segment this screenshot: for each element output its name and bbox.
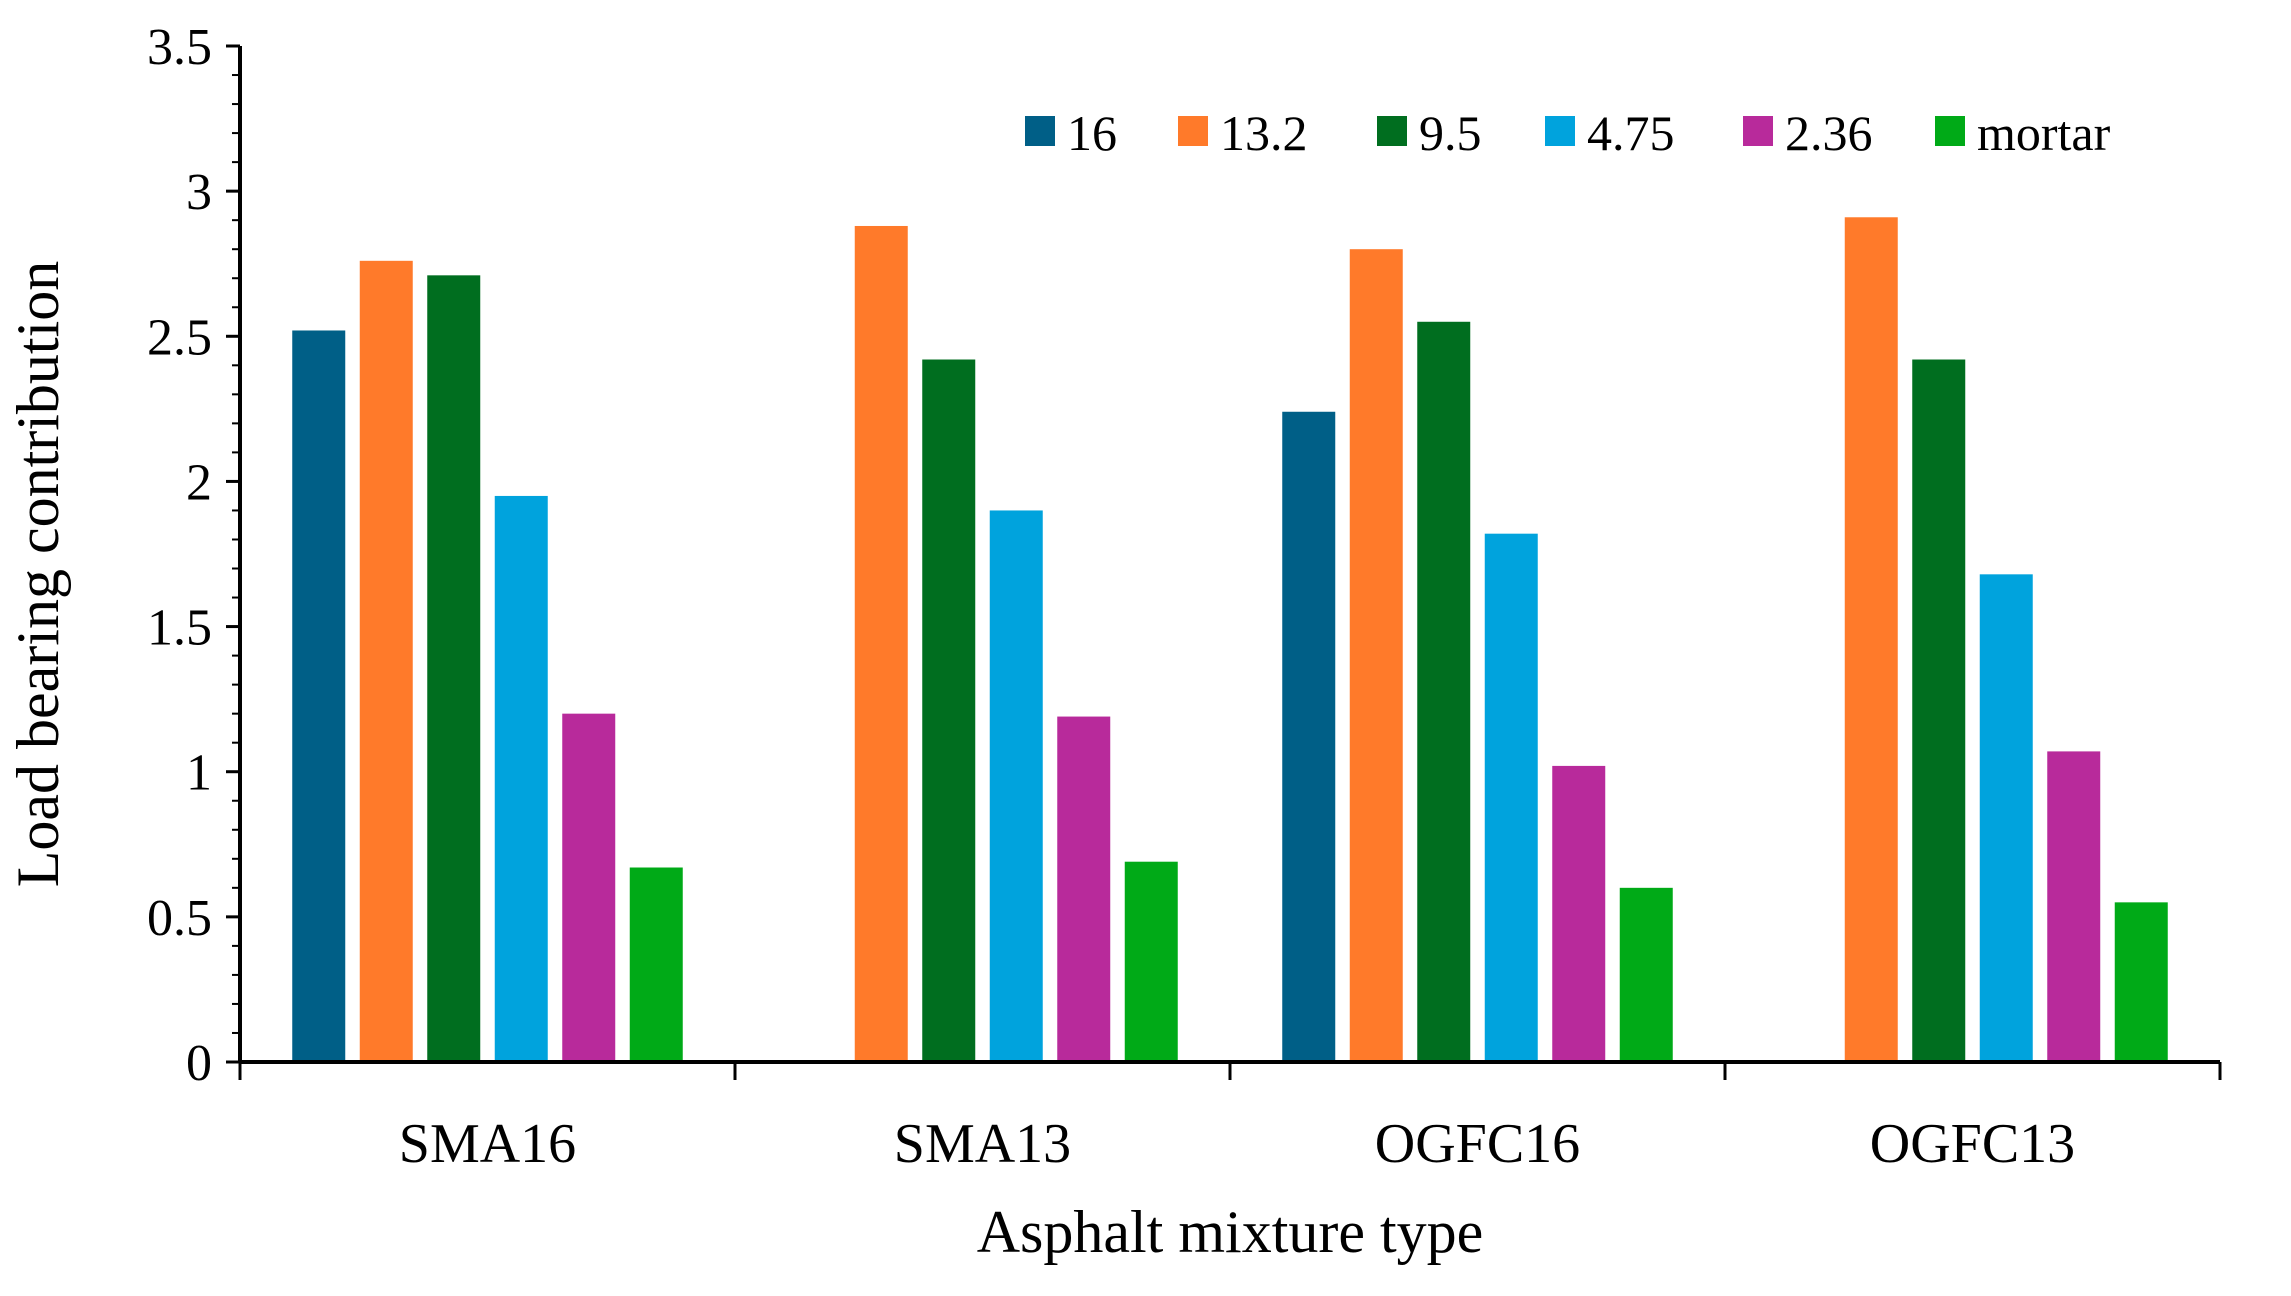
legend-swatch-13_2 [1178, 116, 1208, 146]
y-tick-label: 2.5 [147, 309, 212, 366]
y-tick-label: 0.5 [147, 890, 212, 947]
bar-sma16-16 [292, 330, 346, 1063]
y-tick-label: 0 [186, 1035, 212, 1092]
x-category-label: OGFC16 [1375, 1113, 1580, 1175]
legend-label: 16 [1067, 105, 1117, 161]
legend-swatch-2_36 [1743, 116, 1773, 146]
x-axis-title: Asphalt mixture type [977, 1199, 1484, 1265]
x-ticks: SMA16 SMA13 OGFC16 OGFC13 [238, 1062, 2222, 1175]
y-tick-label: 1 [186, 745, 212, 802]
bar-ogfc16-2_36 [1552, 765, 1606, 1062]
x-category-label: SMA13 [894, 1113, 1071, 1175]
legend-label: mortar [1977, 105, 2111, 161]
y-ticks: 0 0.5 1 1.5 2 2.5 3 3.5 [147, 19, 240, 1092]
bar-sma13-2_36 [1057, 716, 1111, 1062]
legend: 16 13.2 9.5 4.75 2.36 mortar [1025, 105, 2111, 161]
bar-ogfc16-9_5 [1417, 321, 1471, 1062]
legend-label: 2.36 [1785, 105, 1873, 161]
bar-ogfc13-4_75 [1979, 574, 2033, 1062]
y-tick-label: 3 [186, 164, 212, 221]
bar-ogfc16-4_75 [1484, 533, 1538, 1062]
bar-ogfc13-mortar [2114, 902, 2168, 1062]
legend-swatch-4_75 [1545, 116, 1575, 146]
legend-label: 9.5 [1419, 105, 1482, 161]
legend-swatch-mortar [1935, 116, 1965, 146]
bar-sma13-4_75 [989, 510, 1043, 1062]
bar-ogfc16-mortar [1619, 887, 1673, 1062]
bar-sma16-4_75 [494, 495, 548, 1062]
bar-sma16-9_5 [427, 275, 481, 1063]
x-category-label: OGFC13 [1870, 1113, 2075, 1175]
bar-sma16-2_36 [562, 713, 616, 1062]
bar-sma16-mortar [629, 867, 683, 1062]
bar-ogfc16-16 [1282, 411, 1336, 1062]
y-tick-label: 3.5 [147, 19, 212, 76]
y-tick-label: 1.5 [147, 600, 212, 657]
y-tick-label: 2 [186, 454, 212, 511]
bar-sma13-9_5 [922, 359, 976, 1063]
bar-ogfc13-9_5 [1912, 359, 1966, 1063]
legend-swatch-16 [1025, 116, 1055, 146]
legend-label: 4.75 [1587, 105, 1675, 161]
bar-sma16-13_2 [359, 260, 413, 1063]
bar-sma13-mortar [1124, 861, 1178, 1062]
legend-swatch-9_5 [1377, 116, 1407, 146]
bars-layer [292, 217, 2168, 1063]
legend-label: 13.2 [1220, 105, 1308, 161]
bar-sma13-13_2 [854, 225, 908, 1062]
bar-ogfc16-13_2 [1349, 249, 1403, 1062]
bar-ogfc13-2_36 [2047, 751, 2101, 1062]
bar-ogfc13-13_2 [1844, 217, 1898, 1063]
y-axis-title: Load bearing contribution [5, 261, 71, 887]
x-category-label: SMA16 [399, 1113, 576, 1175]
